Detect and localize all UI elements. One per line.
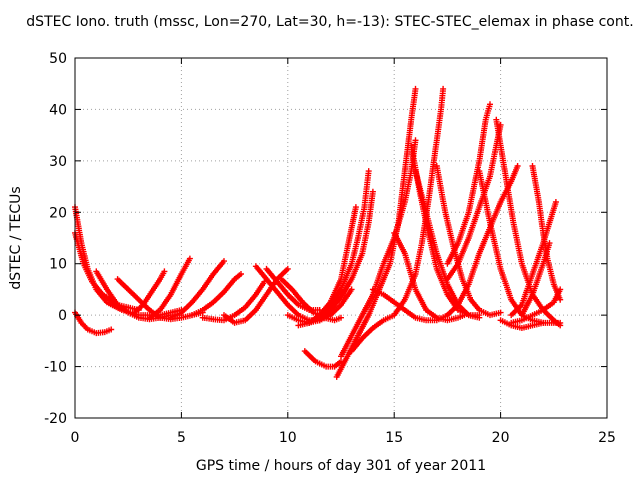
data-arc — [497, 317, 564, 331]
arc-markers — [497, 317, 564, 331]
y-tick-label: 40 — [49, 102, 67, 118]
data-arc — [199, 278, 268, 324]
arc-markers — [146, 255, 193, 321]
arc-markers — [508, 199, 559, 319]
y-axis-label: dSTEC / TECUs — [8, 186, 24, 289]
y-tick-label: 10 — [49, 257, 67, 273]
arc-markers — [131, 268, 168, 316]
data-arc — [369, 286, 451, 324]
data-arc — [167, 258, 227, 321]
data-arc — [189, 271, 244, 319]
data-arc — [444, 163, 521, 319]
data-arc — [518, 240, 553, 319]
x-axis-label: GPS time / hours of day 301 of year 2011 — [196, 458, 486, 474]
x-axis: 0 5 10 15 20 25 — [71, 58, 616, 446]
arc-markers — [301, 348, 344, 370]
x-tick-label: 25 — [598, 430, 616, 446]
y-tick-label: 50 — [49, 51, 67, 67]
y-axis: -20 -10 0 10 20 30 40 50 — [44, 51, 607, 427]
x-tick-label: 15 — [385, 430, 403, 446]
arc-markers — [433, 163, 504, 319]
data-series — [72, 85, 564, 380]
data-arc — [131, 268, 168, 316]
y-tick-label: 30 — [49, 154, 67, 170]
y-tick-label: -20 — [44, 411, 67, 427]
y-tick-label: 20 — [49, 205, 67, 221]
arc-markers — [444, 101, 493, 267]
arc-markers — [167, 258, 227, 321]
arc-markers — [444, 163, 521, 319]
data-arc — [412, 168, 483, 321]
data-arc — [301, 348, 344, 370]
data-arc — [508, 199, 559, 319]
arc-markers — [518, 240, 553, 319]
data-arc — [444, 101, 493, 267]
data-arc — [316, 188, 376, 324]
arc-markers — [221, 265, 291, 326]
arc-markers — [189, 271, 244, 319]
x-tick-label: 20 — [492, 430, 510, 446]
y-tick-label: -10 — [44, 360, 67, 376]
data-arc — [391, 229, 468, 324]
chart-title: dSTEC Iono. truth (mssc, Lon=270, Lat=30… — [26, 14, 633, 30]
x-tick-label: 5 — [177, 430, 186, 446]
y-tick-label: 0 — [58, 308, 67, 324]
arc-markers — [391, 229, 468, 324]
arc-markers — [316, 188, 376, 324]
arc-markers — [412, 168, 483, 321]
plot-frame — [74, 57, 608, 419]
x-tick-label: 0 — [71, 430, 80, 446]
x-tick-label: 10 — [279, 430, 297, 446]
data-arc — [146, 255, 193, 321]
